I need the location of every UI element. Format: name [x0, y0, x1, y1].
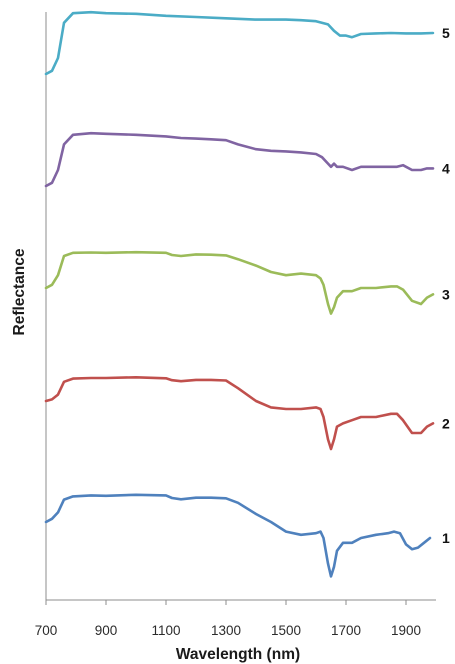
series-label-4: 4 [442, 160, 450, 176]
series-line-4 [46, 133, 433, 186]
series-line-5 [46, 12, 433, 74]
x-tick-label: 1900 [391, 623, 421, 638]
series-label-1: 1 [442, 530, 450, 546]
x-tick-label: 700 [35, 623, 58, 638]
x-tick-label: 1300 [211, 623, 241, 638]
series-label-3: 3 [442, 286, 450, 302]
series-label-5: 5 [442, 25, 450, 41]
x-tick-labels: 700 900 1100 1300 1500 1700 1900 [35, 623, 421, 638]
x-tick-label: 1700 [331, 623, 361, 638]
x-tick-label: 1100 [151, 623, 180, 638]
x-tick-label: 900 [95, 623, 118, 638]
series-lines [46, 12, 433, 576]
series-line-3 [46, 252, 433, 313]
series-line-2 [46, 377, 433, 449]
series-label-2: 2 [442, 415, 450, 431]
x-tick-label: 1500 [271, 623, 301, 638]
series-end-labels: 1 2 3 4 5 [442, 25, 450, 546]
series-line-1 [46, 495, 430, 577]
x-axis-title: Wavelength (nm) [176, 646, 300, 663]
y-axis-title: Reflectance [11, 248, 28, 335]
x-tick-marks [46, 600, 406, 605]
